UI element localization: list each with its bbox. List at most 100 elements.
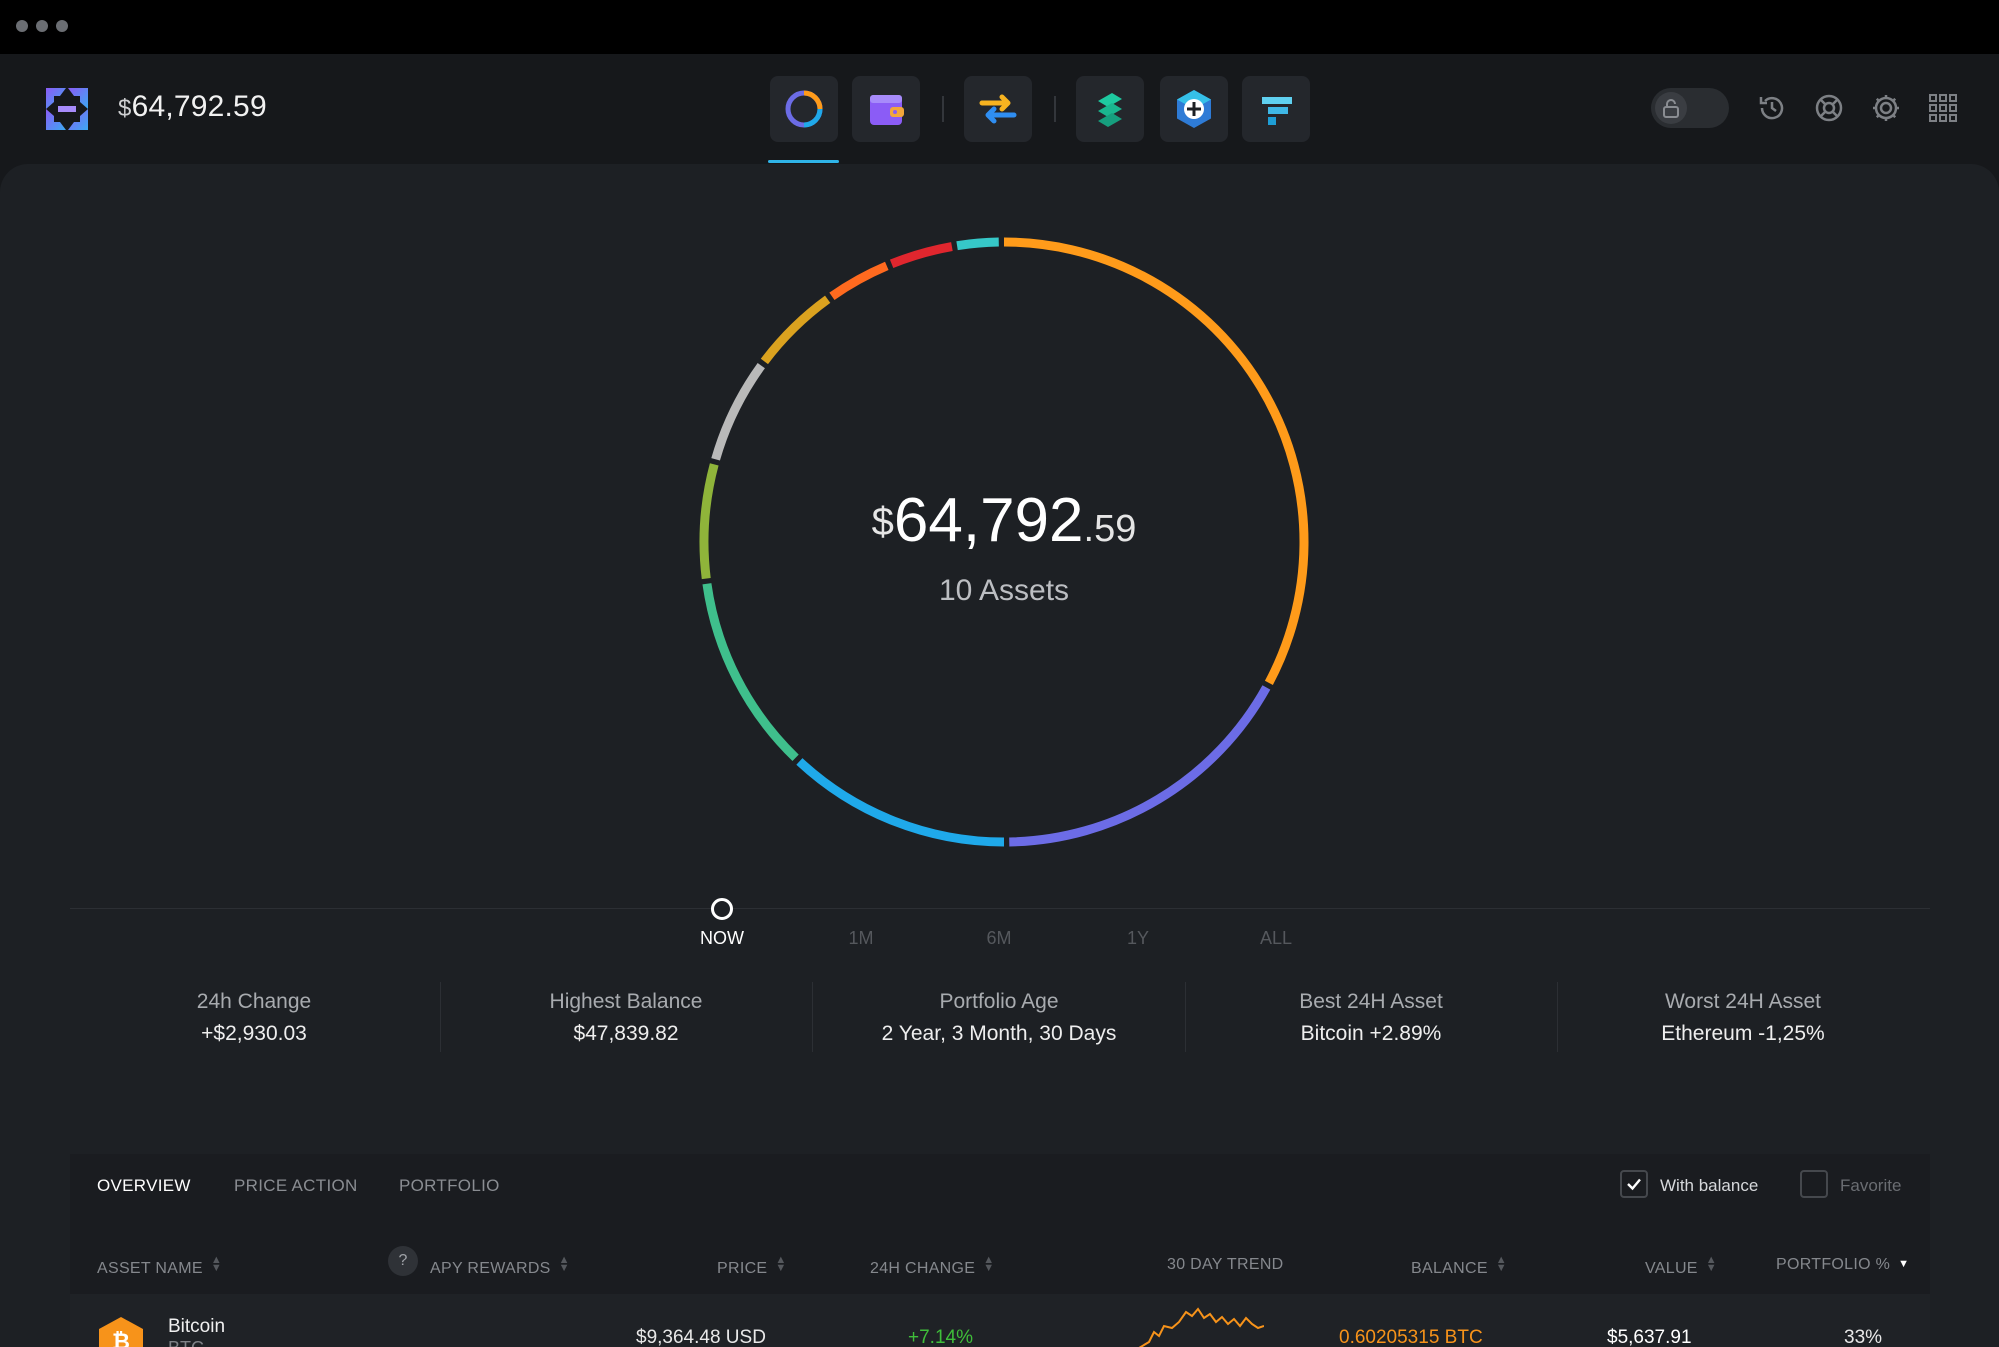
col-price[interactable]: PRICE ▲ ▼: [717, 1254, 787, 1278]
asset-24h-change: +7.14%: [908, 1327, 973, 1347]
sort-icon: ▲ ▼: [775, 1254, 787, 1274]
asset-price: $9,364.48 USD: [636, 1327, 766, 1347]
stat-24h-change: 24h Change +$2,930.03: [104, 990, 404, 1046]
col-value[interactable]: VALUE ▲ ▼: [1645, 1254, 1717, 1278]
window-close-dot[interactable]: [16, 20, 28, 32]
svg-text:₿: ₿: [112, 1330, 130, 1347]
timeline-marker[interactable]: [711, 898, 733, 920]
lock-toggle[interactable]: [1651, 88, 1729, 128]
sort-icon: ▲ ▼: [983, 1254, 995, 1274]
col-portfolio-percent[interactable]: PORTFOLIO % ▼: [1776, 1256, 1909, 1274]
apps-grid-button[interactable]: [1925, 90, 1961, 126]
ring-segment-green[interactable]: [702, 583, 799, 762]
asset-portfolio-percent: 33%: [1844, 1327, 1883, 1347]
col-label: VALUE: [1645, 1260, 1698, 1277]
sort-icon: ▲ ▼: [1495, 1254, 1507, 1274]
header-balance-amount: 64,792.59: [131, 90, 267, 123]
portfolio-amount-main: 64,792: [893, 486, 1084, 555]
stat-title: Portfolio Age: [939, 990, 1059, 1013]
col-label: APY REWARDS: [430, 1260, 551, 1277]
stat-value: Ethereum -1,25%: [1661, 1022, 1825, 1045]
window-minimize-dot[interactable]: [36, 20, 48, 32]
ring-segment-gold[interactable]: [760, 295, 831, 365]
exodus-logo-icon[interactable]: [40, 82, 94, 136]
col-apy-rewards[interactable]: APY REWARDS ▲ ▼: [430, 1254, 570, 1278]
assets-table: OVERVIEW PRICE ACTION PORTFOLIO With bal…: [70, 1154, 1930, 1347]
with-balance-checkbox[interactable]: [1620, 1170, 1648, 1198]
stat-portfolio-age: Portfolio Age 2 Year, 3 Month, 30 Days: [849, 990, 1149, 1046]
sort-icon: ▼: [1898, 1258, 1910, 1270]
col-label: 24H CHANGE: [870, 1260, 976, 1277]
history-button[interactable]: [1754, 90, 1790, 126]
window-titlebar: [0, 0, 1999, 54]
stat-value: $47,839.82: [573, 1022, 679, 1045]
settings-button[interactable]: [1868, 90, 1904, 126]
favorite-label[interactable]: Favorite: [1840, 1176, 1902, 1195]
table-row[interactable]: ₿ Bitcoin BTC $9,364.48 USD +7.14% 0.602…: [70, 1294, 1930, 1347]
asset-count-label: 10 Assets: [938, 574, 1070, 607]
col-balance[interactable]: BALANCE ▲ ▼: [1411, 1254, 1507, 1278]
ring-segment-teal[interactable]: [956, 237, 999, 251]
tab-portfolio[interactable]: PORTFOLIO: [399, 1176, 500, 1195]
checkmark-icon: [1627, 1178, 1641, 1191]
nav-exchange-button[interactable]: [964, 76, 1032, 142]
timeline-1m[interactable]: 1M: [848, 928, 874, 948]
sort-icon: ▲ ▼: [558, 1254, 570, 1274]
tab-overview[interactable]: OVERVIEW: [97, 1176, 191, 1195]
wallet-icon: [870, 95, 904, 125]
favorite-checkbox[interactable]: [1800, 1170, 1828, 1198]
sort-icon: ▲ ▼: [1705, 1254, 1717, 1274]
stat-value: Bitcoin +2.89%: [1300, 1022, 1442, 1045]
col-asset-name[interactable]: ASSET NAME ▲ ▼: [97, 1255, 222, 1278]
ring-segment-orange[interactable]: [829, 261, 889, 300]
col-24h-change[interactable]: 24H CHANGE ▲ ▼: [870, 1254, 995, 1278]
portfolio-panel: $64,792.59 10 Assets NOW 1M 6M 1Y ALL 24…: [0, 164, 1999, 1347]
timeline-6m[interactable]: 6M: [986, 928, 1012, 948]
window-maximize-dot[interactable]: [56, 20, 68, 32]
portfolio-allocation-ring: [699, 237, 1309, 847]
bitcoin-icon: ₿: [99, 1317, 143, 1347]
asset-name: Bitcoin: [168, 1316, 226, 1337]
ring-segment-lime[interactable]: [699, 463, 719, 580]
nav-compound-button[interactable]: [1076, 76, 1144, 142]
portfolio-total: $64,792.59 10 Assets: [684, 490, 1324, 608]
portfolio-amount-cents: .59: [1083, 508, 1137, 550]
lock-icon: [1663, 99, 1679, 118]
timeline-1y[interactable]: 1Y: [1126, 928, 1150, 948]
stat-title: 24h Change: [196, 990, 312, 1013]
stat-best-24h-asset: Best 24H Asset Bitcoin +2.89%: [1221, 990, 1521, 1046]
stat-title: Highest Balance: [549, 990, 703, 1013]
stat-divider: [1557, 982, 1558, 1052]
ring-segment-blue[interactable]: [796, 758, 1005, 847]
nav-separator: [942, 96, 944, 122]
col-30-day-trend: 30 DAY TREND: [1167, 1256, 1284, 1274]
nav-add-app-button[interactable]: [1160, 76, 1228, 142]
apy-help-icon[interactable]: ?: [388, 1246, 418, 1276]
stat-value: 2 Year, 3 Month, 30 Days: [881, 1022, 1117, 1045]
stat-value: +$2,930.03: [201, 1022, 307, 1045]
ring-segment-gray[interactable]: [711, 363, 765, 461]
col-label: PRICE: [717, 1260, 768, 1277]
nav-wallet-button[interactable]: [852, 76, 920, 142]
timeline-now[interactable]: NOW: [700, 928, 744, 948]
tab-price-action[interactable]: PRICE ACTION: [234, 1176, 358, 1195]
app-window: $64,792.59: [0, 54, 1999, 1347]
timeline-all[interactable]: ALL: [1259, 928, 1293, 948]
ring-segment-red[interactable]: [889, 242, 953, 269]
nav-portfolio-button[interactable]: [770, 76, 838, 142]
nav-active-indicator: [768, 160, 839, 163]
header-balance: $64,792.59: [118, 90, 267, 124]
nav-ftx-button[interactable]: [1242, 76, 1310, 142]
nav-separator: [1054, 96, 1056, 122]
col-label: BALANCE: [1411, 1260, 1488, 1277]
support-button[interactable]: [1811, 90, 1847, 126]
apps-grid-icon: [1929, 94, 1957, 122]
support-icon: [1815, 94, 1843, 122]
header-currency-symbol: $: [118, 95, 132, 122]
history-icon: [1759, 96, 1784, 120]
stat-divider: [812, 982, 813, 1052]
ring-segment-purple[interactable]: [1009, 685, 1271, 847]
with-balance-label[interactable]: With balance: [1660, 1176, 1759, 1195]
stat-title: Worst 24H Asset: [1664, 990, 1821, 1013]
ring-segment-bitcoin[interactable]: [1003, 237, 1309, 685]
